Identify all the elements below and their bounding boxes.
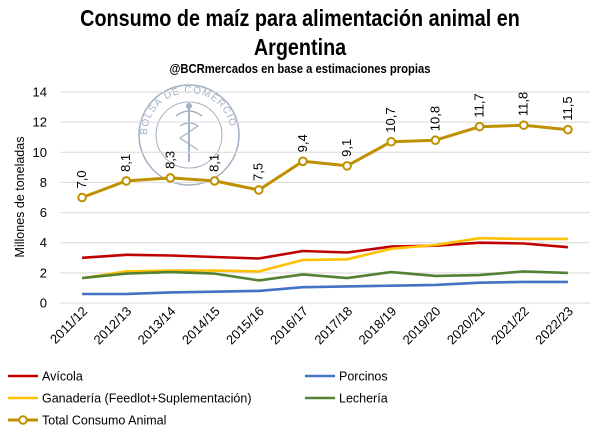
series-line-porcinos [82, 280, 568, 296]
x-tick-label: 2021/22 [488, 304, 532, 348]
x-tick-label: 2017/18 [311, 304, 355, 348]
total-marker [77, 192, 87, 203]
x-axis-ticks: 2011/12 2012/13 2013/14 2014/15 2015/16 2016/… [47, 304, 576, 348]
data-label: 9,4 [295, 134, 310, 152]
data-label: 9,1 [339, 139, 354, 157]
chart-title: Consumo de maíz para alimentación animal… [42, 4, 558, 62]
legend-marker [18, 415, 28, 425]
legend-label: Porcinos [339, 370, 388, 384]
y-tick-label: 6 [40, 205, 47, 220]
data-label: 11,5 [560, 96, 575, 120]
chart-title-line1: Consumo de maíz para alimentación animal… [80, 5, 520, 31]
legend-label: Total Consumo Animal [42, 414, 166, 428]
total-marker [209, 176, 220, 186]
y-tick-label: 10 [33, 145, 47, 160]
total-marker [518, 120, 529, 130]
total-marker [474, 121, 485, 132]
legend-label: Ganadería (Feedlot+Suplementación) [42, 392, 252, 406]
legend-item-avicola: Avícola [8, 370, 83, 384]
y-axis-label: Millones de toneladas [13, 137, 27, 258]
series-lines [77, 120, 573, 296]
x-tick-label: 2011/12 [47, 304, 90, 347]
x-tick-label: 2016/17 [267, 304, 311, 348]
legend-item-lecheria: Lechería [305, 392, 388, 406]
total-marker [121, 176, 132, 186]
y-axis-ticks: 0 2 4 6 8 10 12 14 [33, 85, 47, 311]
series-line-total [81, 123, 569, 199]
x-tick-label: 2012/13 [91, 304, 135, 348]
x-tick-label: 2022/23 [532, 304, 576, 348]
series-line-lecheria [81, 270, 568, 282]
x-tick-label: 2015/16 [223, 304, 267, 348]
data-label: 10,8 [427, 106, 442, 131]
series-line-avicola [82, 241, 569, 260]
data-label: 11,7 [472, 93, 487, 117]
data-label: 8,3 [162, 151, 177, 169]
data-label: 10,7 [383, 107, 398, 132]
total-marker [430, 135, 441, 146]
legend-item-porcinos: Porcinos [305, 370, 388, 384]
x-tick-label: 2013/14 [135, 304, 179, 348]
y-tick-label: 8 [40, 175, 47, 190]
x-tick-label: 2018/19 [356, 304, 400, 348]
x-tick-label: 2020/21 [444, 304, 488, 348]
legend: Avícola Porcinos Ganadería (Feedlot+Suplem… [8, 370, 388, 428]
legend-label: Lechería [339, 392, 388, 406]
total-marker [298, 156, 308, 167]
legend-label: Avícola [42, 370, 83, 384]
data-label: 8,1 [207, 154, 222, 172]
y-tick-label: 4 [40, 235, 47, 250]
y-tick-label: 2 [40, 265, 47, 280]
chart-subtitle: @BCRmercados en base a estimaciones prop… [169, 62, 431, 76]
total-marker [342, 161, 352, 171]
data-label: 8,1 [118, 154, 133, 172]
y-tick-label: 12 [33, 115, 47, 130]
legend-item-total: Total Consumo Animal [8, 414, 166, 428]
legend-item-ganaderia: Ganadería (Feedlot+Suplementación) [8, 392, 252, 406]
x-tick-label: 2014/15 [179, 304, 223, 348]
chart-title-line2: Argentina [253, 34, 347, 60]
data-label: 11,8 [516, 92, 531, 116]
x-tick-label: 2019/20 [400, 304, 444, 348]
total-marker [386, 136, 397, 147]
data-label: 7,0 [74, 170, 89, 188]
data-label: 7,5 [251, 163, 266, 181]
total-marker [563, 124, 573, 135]
y-tick-label: 14 [33, 85, 47, 100]
total-marker [165, 173, 176, 183]
gridlines [60, 91, 590, 304]
total-marker [253, 185, 264, 195]
y-tick-label: 0 [40, 296, 47, 311]
data-labels: 7,0 8,1 8,3 8,1 7,5 9,4 9,1 10,7 10,8 11,7 11,8 11,… [74, 92, 575, 189]
series-line-ganaderia [81, 236, 568, 280]
